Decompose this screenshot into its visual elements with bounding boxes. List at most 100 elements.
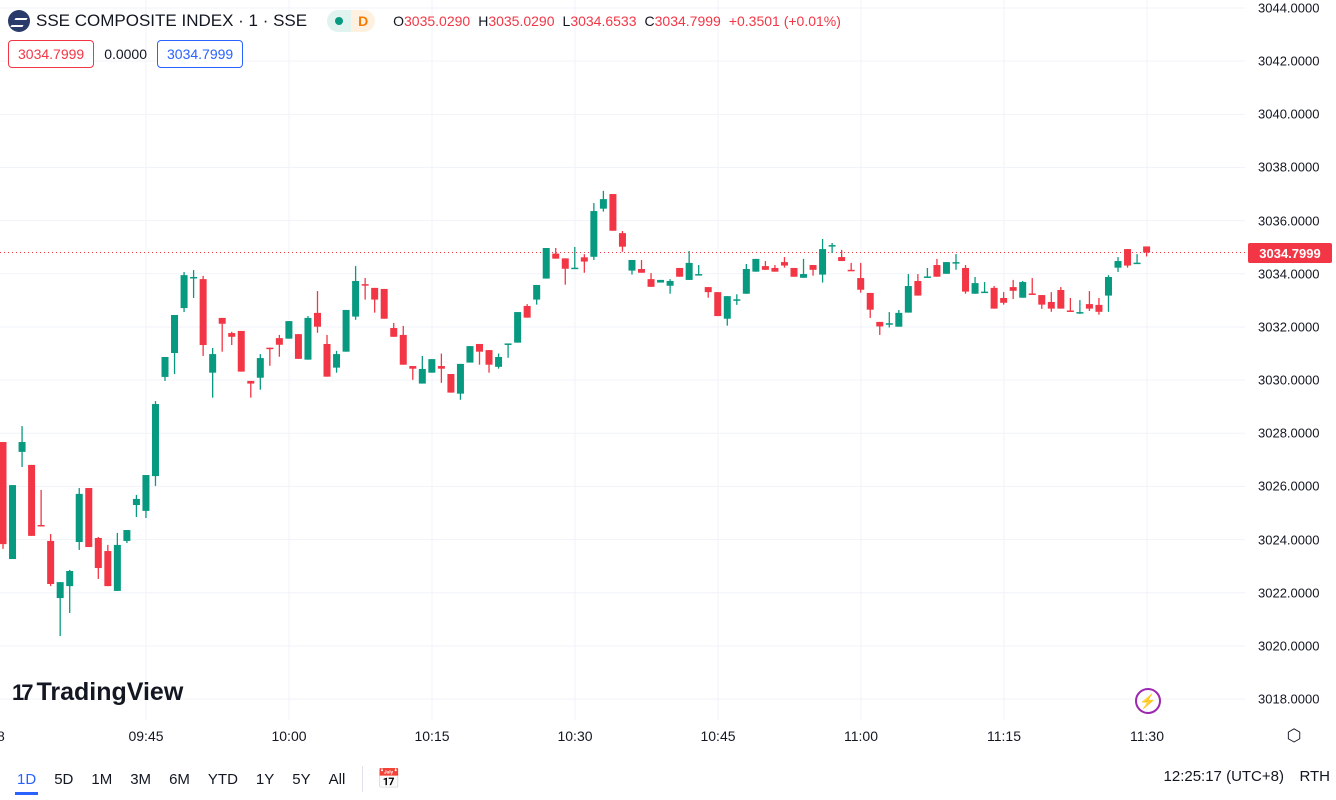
candle [790, 267, 798, 277]
candle [466, 346, 474, 363]
range-5d[interactable]: 5D [54, 770, 74, 788]
candle-body [456, 363, 464, 394]
candle [780, 257, 788, 268]
candle-body [323, 343, 331, 377]
candle [914, 274, 922, 296]
sell-price-button[interactable]: 3034.7999 [8, 40, 95, 68]
range-1d[interactable]: 1D [8, 761, 45, 797]
candle-body [847, 269, 855, 272]
candle [418, 355, 426, 384]
range-6m[interactable]: 6M [169, 770, 190, 788]
candle [981, 282, 989, 294]
candle-body [237, 330, 245, 372]
candle [514, 312, 522, 343]
candle-body [333, 354, 341, 368]
candle-body [685, 262, 693, 280]
candle-body [504, 343, 512, 345]
candle [151, 401, 159, 486]
symbol-title[interactable]: SSE COMPOSITE INDEX · 1 · SSE [36, 11, 308, 30]
candle-body [990, 287, 998, 309]
candle [294, 334, 302, 359]
candle-body [828, 245, 836, 247]
candle-body [256, 358, 264, 378]
candle [171, 314, 179, 375]
price-tick-label: 3026.0000 [1258, 478, 1320, 494]
candle [895, 309, 903, 327]
range-all[interactable]: All [328, 770, 346, 788]
price-axis[interactable]: 3044.0000 3042.0000 3040.0000 3038.0000 3036… [1245, 0, 1336, 720]
candle-body [1009, 287, 1017, 291]
candle [962, 265, 970, 294]
candle [971, 276, 979, 294]
candle [352, 266, 360, 320]
candle-body [380, 288, 388, 319]
candle-body [18, 442, 26, 452]
range-3m[interactable]: 3M [130, 770, 152, 788]
candle-body [1019, 282, 1027, 298]
candle [275, 334, 283, 357]
candle [85, 488, 93, 548]
candle [333, 350, 341, 373]
candle-body [599, 199, 607, 209]
candle [628, 259, 636, 275]
range-1m[interactable]: 1M [91, 770, 113, 788]
candle [809, 265, 817, 276]
candle-body [209, 354, 217, 373]
candle-body [275, 338, 283, 345]
candle [676, 267, 684, 277]
candle-body [104, 551, 112, 587]
candle [37, 489, 45, 527]
range-5y[interactable]: 5Y [292, 770, 311, 788]
candle-body [151, 404, 159, 477]
candle [228, 331, 236, 346]
settings-icon[interactable]: ⬡ [1286, 726, 1302, 745]
price-tick-label: 3036.0000 [1258, 213, 1320, 229]
clock[interactable]: 12:25:17 (UTC+8) [1163, 768, 1284, 785]
price-tick-label: 3038.0000 [1258, 159, 1320, 175]
candle-body [895, 312, 903, 327]
candle-body [47, 540, 55, 584]
price-tick-label: 3034.0000 [1258, 266, 1320, 282]
candle-body [313, 312, 321, 327]
candle [990, 286, 998, 309]
candle [504, 343, 512, 358]
lightning-icon[interactable]: ⚡ [1135, 688, 1161, 714]
candle [1085, 291, 1093, 312]
tradingview-logo[interactable]: 17 TradingView [12, 678, 183, 707]
session-toggle[interactable]: RTH [1299, 768, 1330, 785]
candle-body [657, 279, 665, 283]
range-ytd[interactable]: YTD [207, 770, 238, 788]
market-status-badge[interactable]: D [327, 10, 376, 32]
candle [561, 258, 569, 285]
candle [885, 312, 893, 328]
candle-body [733, 299, 741, 301]
candle [599, 190, 607, 212]
candle-body [542, 248, 550, 279]
range-1y[interactable]: 1Y [255, 770, 275, 788]
toolbar-divider [362, 766, 364, 792]
calendar-goto-icon[interactable]: 📅 [377, 769, 401, 790]
candle [580, 254, 588, 273]
price-tick-label: 3022.0000 [1258, 585, 1320, 601]
candle-body [771, 267, 779, 272]
candle [266, 347, 274, 366]
candle [523, 304, 531, 318]
candle-body [1143, 246, 1151, 253]
session-badge: D [351, 10, 376, 32]
candle-body [618, 233, 626, 247]
candle [1047, 292, 1055, 312]
candle-body [571, 267, 579, 270]
candle-body [342, 309, 350, 352]
candle [638, 259, 646, 273]
buy-price-button[interactable]: 3034.7999 [157, 40, 244, 68]
candle [1095, 297, 1103, 315]
price-chart[interactable] [0, 0, 1245, 720]
candle-body [495, 356, 503, 367]
candle [180, 271, 188, 313]
candle-body [676, 267, 684, 277]
candle-body [437, 366, 445, 369]
grid [0, 0, 1245, 720]
candle-body [1066, 310, 1074, 312]
tradingview-mark-icon: 17 [12, 679, 34, 705]
candle-body [399, 334, 407, 365]
